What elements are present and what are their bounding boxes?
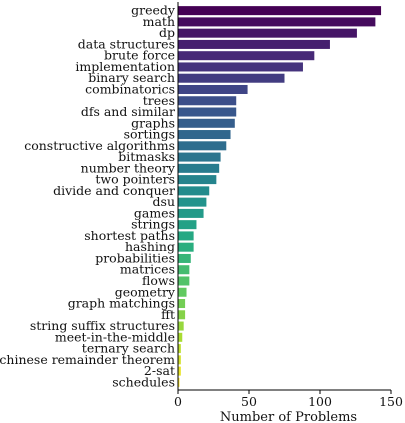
category-label: binary search (88, 70, 175, 85)
bar-combinatorics (178, 84, 248, 94)
bar-brute-force (178, 51, 315, 61)
category-label: chinese remainder theorem (0, 352, 175, 367)
bar-probabilities (178, 253, 191, 263)
category-label: matrices (120, 262, 175, 277)
bar-trees (178, 96, 237, 106)
bar-sortings (178, 130, 231, 140)
bar-bitmasks (178, 152, 221, 162)
bar-schedules (178, 377, 180, 387)
category-label: combinatorics (85, 81, 175, 96)
category-label: constructive algorithms (24, 138, 175, 153)
bar-dfs-and-similar (178, 107, 237, 117)
bar-implementation (178, 62, 303, 72)
bar-string-suffix-structures (178, 321, 184, 331)
category-label: dfs and similar (81, 104, 175, 119)
bar-greedy (178, 6, 382, 16)
bar-ternary-search (178, 344, 181, 354)
axis-spines (177, 2, 391, 391)
bar-games (178, 208, 204, 218)
category-label: greedy (131, 3, 176, 18)
category-label: 2-sat (144, 363, 175, 378)
bar-geometry (178, 287, 187, 297)
category-label: string suffix structures (30, 318, 175, 333)
category-label: brute force (104, 48, 175, 63)
category-label: schedules (112, 374, 175, 389)
bar-binary-search (178, 73, 285, 83)
category-label: sortings (124, 127, 175, 142)
category-label: dp (159, 25, 175, 40)
category-label: math (143, 14, 175, 29)
category-label: graphs (131, 115, 175, 130)
bar-chinese-remainder-theorem (178, 355, 181, 365)
bar-shortest-paths (178, 231, 194, 241)
bar-hashing (178, 242, 194, 252)
category-label: dsu (153, 194, 175, 209)
bar-divide-and-conquer (178, 186, 210, 196)
category-label: two pointers (95, 172, 175, 187)
category-label: trees (143, 93, 175, 108)
bar-fft (178, 310, 186, 320)
x-tick-label: 100 (308, 394, 332, 409)
bar-math (178, 17, 376, 27)
category-label: flows (142, 273, 175, 288)
category-label: probabilities (95, 250, 175, 265)
category-label: shortest paths (84, 228, 175, 243)
category-label: bitmasks (118, 149, 175, 164)
x-tick-label: 150 (379, 394, 403, 409)
category-label: meet-in-the-middle (55, 329, 175, 344)
category-label: implementation (75, 59, 175, 74)
bar-2-sat (178, 366, 181, 376)
bar-two-pointers (178, 175, 217, 185)
x-tick-label: 0 (174, 394, 182, 409)
bar-flows (178, 276, 190, 286)
bar-data-structures (178, 39, 330, 49)
bar-dp (178, 28, 357, 38)
bars-layer (178, 6, 382, 387)
category-label: fft (161, 307, 175, 322)
category-label: hashing (125, 239, 175, 254)
x-axis-title: Number of Problems (220, 410, 357, 423)
bar-matrices (178, 265, 190, 275)
bar-constructive-algorithms (178, 141, 227, 151)
bar-number-theory (178, 163, 220, 173)
bar-graphs (178, 118, 235, 128)
category-label: geometry (115, 284, 176, 299)
category-label: ternary search (82, 341, 175, 356)
category-label: data structures (78, 36, 175, 51)
category-label: strings (131, 217, 175, 232)
category-label: graph matchings (68, 296, 175, 311)
bar-dsu (178, 197, 207, 207)
category-label: games (134, 205, 175, 220)
bar-meet-in-the-middle (178, 332, 183, 342)
category-label: divide and conquer (53, 183, 175, 198)
bar-graph-matchings (178, 299, 186, 309)
x-axis: 0 50 100 150 (174, 2, 403, 409)
bar-strings (178, 220, 197, 230)
x-tick-label: 50 (241, 394, 257, 409)
category-label: number theory (81, 160, 176, 175)
